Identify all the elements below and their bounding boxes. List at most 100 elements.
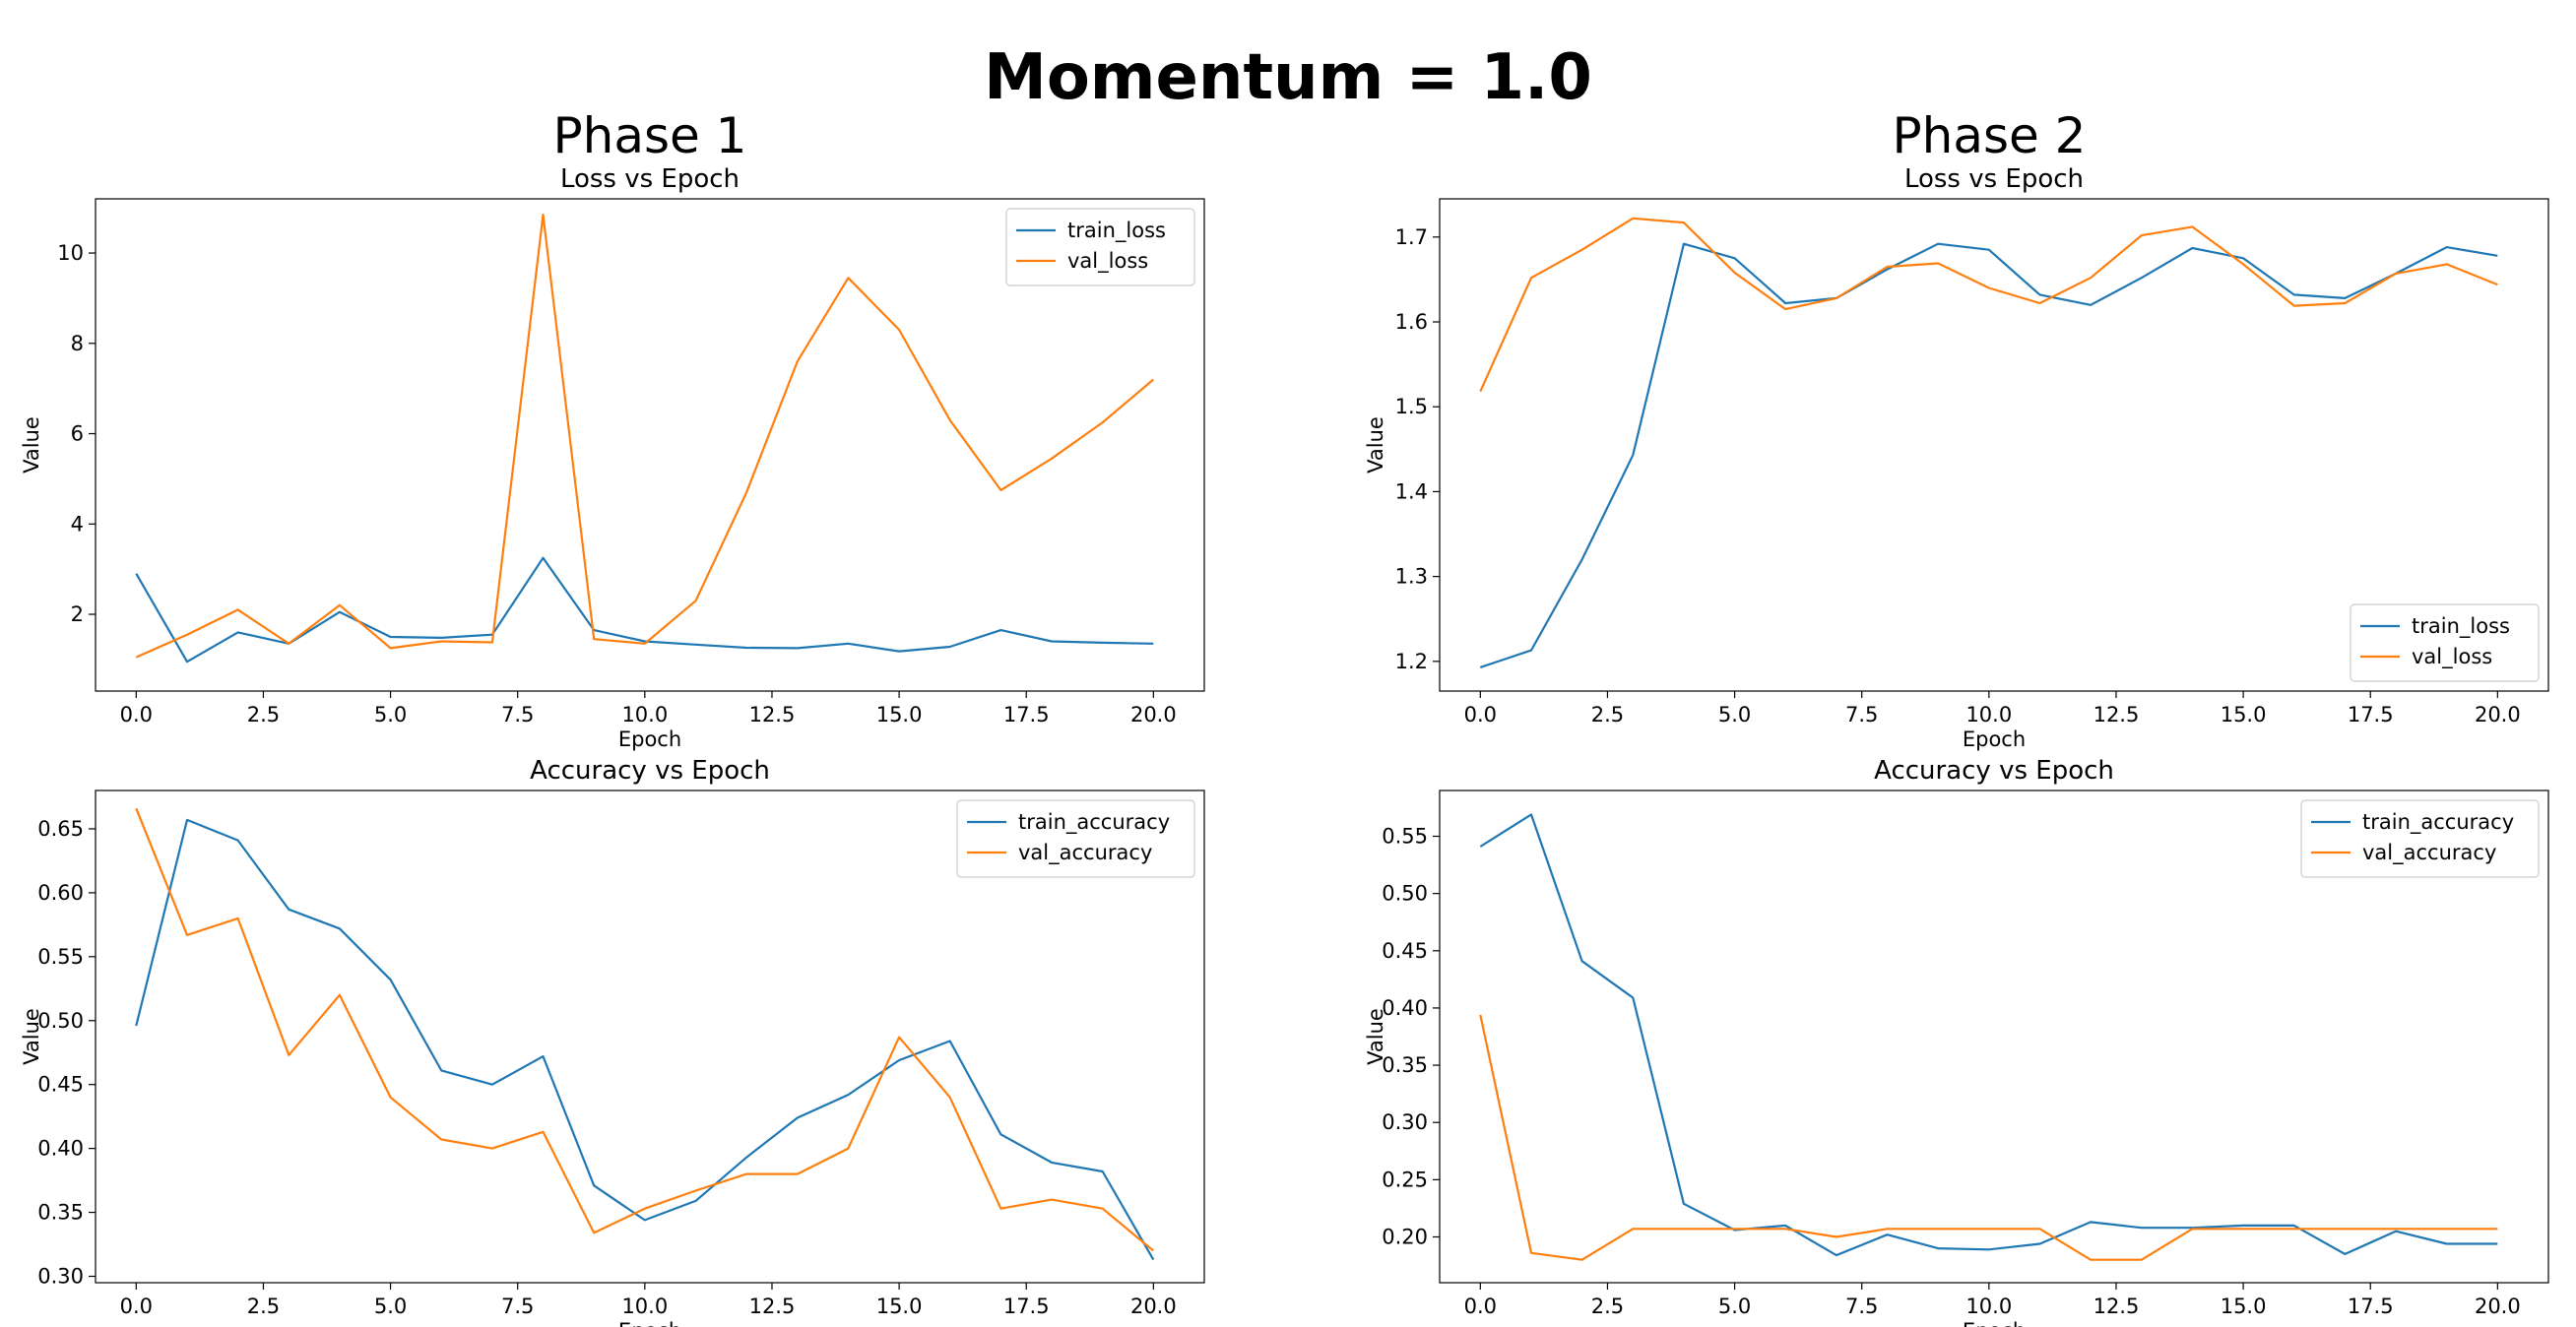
- y-tick-label: 0.30: [1382, 1110, 1428, 1134]
- y-tick-label: 1.6: [1395, 310, 1428, 334]
- axes-frame: [1439, 198, 2549, 692]
- legend-label-val_loss: val_loss: [2412, 645, 2492, 669]
- y-tick-label: 0.45: [1382, 939, 1428, 963]
- y-axis-label: Value: [20, 416, 43, 474]
- chart-phase1-loss: Loss vs Epoch 0.0 2.5 5.0 7.5 10.0 12.5 15.0 17.…: [20, 164, 1205, 751]
- series-line-train_loss: [1479, 242, 2498, 668]
- x-tick-label: 20.0: [1130, 1295, 1177, 1318]
- legend-label-val_accuracy: val_accuracy: [2362, 841, 2496, 865]
- x-tick-label: 2.5: [247, 1295, 280, 1318]
- legend-label-train_accuracy: train_accuracy: [2362, 810, 2514, 835]
- x-tick-label: 12.5: [2093, 703, 2140, 727]
- x-axis-label: Epoch: [1963, 1319, 2026, 1327]
- series-line-val_loss: [135, 214, 1155, 659]
- x-tick-label: 2.5: [1591, 1295, 1624, 1318]
- y-tick-label: 0.30: [37, 1265, 84, 1289]
- chart-title: Loss vs Epoch: [1904, 164, 2084, 194]
- x-tick-label: 10.0: [1965, 1295, 2012, 1318]
- chart-phase2-accuracy: Accuracy vs Epoch 0.0 2.5 5.0 7.5 10.0 12.5 15.…: [1364, 756, 2549, 1327]
- x-tick-label: 12.5: [2093, 1295, 2140, 1318]
- y-tick-label: 0.55: [1382, 825, 1428, 849]
- y-tick-label: 10: [57, 241, 84, 265]
- x-tick-label: 2.5: [1591, 703, 1624, 727]
- x-tick-label: 10.0: [621, 703, 668, 727]
- x-tick-label: 0.0: [1464, 703, 1497, 727]
- chart-phase2-loss: Loss vs Epoch 0.0 2.5 5.0 7.5 10.0 12.5 15.0 17.…: [1364, 164, 2549, 751]
- y-tick-label: 6: [71, 422, 84, 446]
- x-tick-label: 0.0: [120, 1295, 153, 1318]
- x-tick-label: 20.0: [2475, 703, 2521, 727]
- y-axis-label: Value: [1364, 1008, 1387, 1065]
- series-line-val_loss: [1479, 217, 2498, 393]
- axes-frame: [95, 198, 1205, 692]
- y-tick-label: 0.35: [1382, 1053, 1428, 1077]
- y-tick-label: 0.50: [1382, 882, 1428, 906]
- x-tick-label: 2.5: [247, 703, 280, 727]
- y-tick-label: 0.40: [1382, 996, 1428, 1020]
- x-tick-label: 20.0: [1130, 703, 1177, 727]
- legend-label-train_accuracy: train_accuracy: [1018, 810, 1170, 835]
- x-tick-label: 10.0: [621, 1295, 668, 1318]
- x-tick-label: 15.0: [876, 703, 923, 727]
- x-tick-label: 15.0: [2221, 703, 2267, 727]
- y-tick-label: 1.5: [1395, 395, 1428, 418]
- y-tick-label: 0.35: [37, 1201, 84, 1225]
- x-tick-label: 12.5: [749, 1295, 796, 1318]
- y-tick-label: 0.65: [37, 817, 84, 841]
- legend-label-train_loss: train_loss: [1067, 219, 1166, 243]
- x-tick-label: 17.5: [1003, 703, 1050, 727]
- y-axis-label: Value: [20, 1008, 43, 1065]
- x-tick-label: 7.5: [501, 1295, 534, 1318]
- chart-title: Loss vs Epoch: [560, 164, 740, 194]
- y-tick-label: 0.50: [37, 1009, 84, 1033]
- x-tick-label: 5.0: [374, 703, 407, 727]
- x-tick-label: 20.0: [2475, 1295, 2521, 1318]
- y-tick-label: 1.4: [1395, 479, 1428, 503]
- y-tick-label: 0.20: [1382, 1225, 1428, 1248]
- series-line-val_accuracy: [135, 807, 1155, 1252]
- chart-title: Accuracy vs Epoch: [1874, 756, 2114, 786]
- legend: train_loss val_loss: [2350, 603, 2540, 682]
- x-tick-label: 17.5: [2348, 703, 2394, 727]
- phase-1-title: Phase 1: [553, 107, 747, 164]
- chart-title: Accuracy vs Epoch: [530, 756, 770, 786]
- x-tick-label: 17.5: [1003, 1295, 1050, 1318]
- x-tick-label: 15.0: [2221, 1295, 2267, 1318]
- x-axis-label: Epoch: [618, 727, 681, 751]
- x-tick-label: 5.0: [1718, 1295, 1751, 1318]
- series-line-train_loss: [135, 556, 1154, 664]
- legend-frame: [2350, 603, 2540, 682]
- series-line-train_accuracy: [1479, 813, 2498, 1257]
- legend: train_accuracy val_accuracy: [956, 799, 1195, 878]
- y-tick-label: 0.25: [1382, 1168, 1428, 1191]
- y-tick-label: 1.2: [1395, 650, 1428, 673]
- x-tick-label: 5.0: [374, 1295, 407, 1318]
- x-tick-label: 12.5: [749, 703, 796, 727]
- legend-label-val_accuracy: val_accuracy: [1018, 841, 1152, 865]
- x-tick-label: 15.0: [876, 1295, 923, 1318]
- figure-suptitle: Momentum = 1.0: [984, 41, 1592, 114]
- y-tick-label: 8: [71, 332, 84, 355]
- x-tick-label: 17.5: [2348, 1295, 2394, 1318]
- legend-frame: [2300, 799, 2540, 878]
- y-tick-label: 2: [71, 602, 84, 626]
- axes-frame: [95, 790, 1205, 1284]
- legend: train_loss val_loss: [1005, 208, 1195, 286]
- y-tick-label: 0.45: [37, 1073, 84, 1097]
- x-axis-label: Epoch: [618, 1319, 681, 1327]
- legend-label-val_loss: val_loss: [1067, 249, 1148, 274]
- x-axis-label: Epoch: [1963, 727, 2026, 751]
- x-tick-label: 10.0: [1965, 703, 2012, 727]
- y-tick-label: 1.3: [1395, 565, 1428, 589]
- x-tick-label: 0.0: [120, 703, 153, 727]
- x-tick-label: 5.0: [1718, 703, 1751, 727]
- legend-frame: [1005, 208, 1195, 286]
- y-axis-label: Value: [1364, 416, 1387, 474]
- legend-label-train_loss: train_loss: [2412, 614, 2510, 639]
- y-tick-label: 0.60: [37, 881, 84, 905]
- axes-frame: [1439, 790, 2549, 1284]
- y-tick-label: 0.55: [37, 945, 84, 969]
- series-line-train_accuracy: [135, 818, 1155, 1261]
- series-line-val_accuracy: [1479, 1014, 2498, 1261]
